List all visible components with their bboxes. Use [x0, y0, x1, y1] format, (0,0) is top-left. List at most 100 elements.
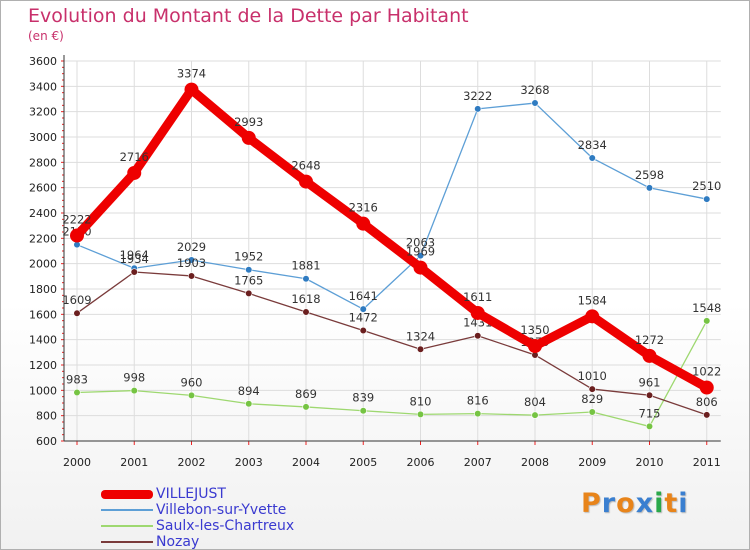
data-point-nozay	[474, 332, 482, 340]
data-point-saulx-les-chartreux	[187, 391, 196, 400]
data-label-saulx-les-chartreux: 804	[524, 395, 546, 409]
data-point-nozay	[588, 385, 596, 393]
data-point-saulx-les-chartreux	[588, 408, 596, 416]
series-line-nozay	[76, 271, 708, 416]
data-point-villebon-sur-yvette	[588, 154, 596, 162]
data-label-villejust: 2222	[62, 213, 91, 227]
series-line-villebon-sur-yvette	[76, 102, 708, 310]
data-point-nozay	[187, 272, 196, 280]
logo-letter: i	[678, 488, 689, 519]
data-label-saulx-les-chartreux: 829	[581, 392, 603, 406]
data-label-villebon-sur-yvette: 2834	[578, 138, 607, 152]
data-label-villebon-sur-yvette: 3268	[520, 83, 549, 97]
data-label-villejust: 2316	[349, 201, 378, 215]
legend-label-nozay: Nozay	[156, 534, 200, 550]
data-label-saulx-les-chartreux: 998	[123, 371, 145, 385]
data-point-villejust	[356, 216, 371, 231]
series-saulx-les-chartreux: 983 998 960 894 869 839 810 816 804 829 715 1548	[66, 301, 721, 431]
data-point-saulx-les-chartreux	[531, 411, 539, 419]
data-label-villebon-sur-yvette: 1952	[234, 250, 263, 264]
logo-letter: i	[654, 488, 665, 519]
x-tick-label: 2006	[407, 456, 435, 469]
data-label-villebon-sur-yvette: 1964	[120, 248, 149, 262]
chart-subtitle: (en €)	[28, 29, 64, 43]
x-tick-label: 2003	[235, 456, 263, 469]
data-point-nozay	[359, 326, 367, 335]
y-tick-label: 800	[36, 410, 57, 423]
x-tick-label: 2005	[349, 456, 377, 469]
legend-swatch-villebon	[101, 509, 153, 511]
legend-label-villejust: VILLEJUST	[156, 486, 226, 502]
legend-label-villebon: Villebon-sur-Yvette	[156, 502, 287, 518]
data-label-villejust: 2993	[234, 115, 263, 129]
y-tick-label: 600	[36, 435, 57, 448]
data-point-nozay	[130, 268, 138, 276]
data-label-saulx-les-chartreux: 810	[410, 394, 432, 408]
series-villejust: 2222 2716 3374 2993 2648 2316 1969 1611 1350 1584…	[62, 67, 721, 395]
data-point-villejust	[642, 348, 657, 363]
data-label-nozay: 1934	[120, 252, 149, 266]
y-tick-label: 1000	[29, 384, 57, 397]
data-label-villebon-sur-yvette: 2029	[177, 240, 206, 254]
legend-label-saulx: Saulx-les-Chartreux	[156, 518, 295, 534]
data-point-villejust	[241, 130, 256, 145]
data-point-villejust	[413, 260, 428, 275]
logo-letter: x	[635, 488, 655, 519]
x-tick-label: 2000	[63, 456, 91, 469]
logo-letter: o	[616, 488, 636, 519]
data-label-saulx-les-chartreux: 715	[639, 406, 661, 420]
data-label-nozay: 1903	[177, 256, 206, 270]
legend-swatch-saulx	[101, 525, 153, 527]
data-label-villejust: 1022	[692, 365, 721, 379]
data-point-saulx-les-chartreux	[416, 410, 425, 419]
series-line-villejust	[72, 85, 712, 393]
data-point-nozay	[302, 308, 310, 316]
x-tick-label: 2009	[578, 456, 606, 469]
data-label-villebon-sur-yvette: 2063	[406, 236, 435, 250]
data-point-villebon-sur-yvette	[703, 195, 711, 203]
x-tick-label: 2007	[464, 456, 492, 469]
data-point-villejust	[127, 165, 142, 180]
data-label-saulx-les-chartreux: 816	[467, 394, 489, 408]
data-point-villebon-sur-yvette	[187, 256, 196, 264]
logo-letter: t	[664, 488, 679, 519]
data-point-saulx-les-chartreux	[474, 410, 482, 418]
y-tick-label: 1400	[29, 334, 57, 347]
data-point-saulx-les-chartreux	[359, 407, 367, 415]
data-point-saulx-les-chartreux	[645, 422, 654, 431]
data-label-villejust: 1611	[463, 290, 492, 304]
x-tick-label: 2004	[292, 456, 320, 469]
data-label-villejust: 1272	[635, 333, 664, 347]
data-point-nozay	[703, 411, 711, 419]
data-label-saulx-les-chartreux: 869	[295, 387, 317, 401]
y-tick-label: 1200	[29, 359, 57, 372]
y-tick-label: 3600	[29, 55, 57, 68]
data-point-villejust	[184, 82, 199, 97]
data-label-nozay: 1324	[406, 329, 435, 343]
data-point-nozay	[416, 345, 425, 353]
data-point-saulx-les-chartreux	[73, 388, 81, 397]
data-label-villejust: 3374	[177, 67, 206, 81]
data-point-villebon-sur-yvette	[245, 266, 253, 274]
data-label-saulx-les-chartreux: 839	[352, 391, 374, 405]
legend-swatch-nozay	[101, 541, 153, 543]
data-label-saulx-les-chartreux: 894	[238, 384, 260, 398]
data-label-villebon-sur-yvette: 2598	[635, 168, 664, 182]
data-point-villebon-sur-yvette	[302, 275, 310, 283]
data-point-villebon-sur-yvette	[416, 252, 425, 260]
y-tick-label: 3000	[29, 131, 57, 144]
data-point-villejust	[470, 305, 485, 320]
data-point-saulx-les-chartreux	[302, 403, 310, 411]
proxiti-logo: Proxiti	[581, 488, 689, 519]
chart-title: Evolution du Montant de la Dette par Hab…	[28, 5, 469, 27]
data-point-nozay	[73, 309, 81, 317]
data-label-villejust: 1350	[520, 323, 549, 337]
data-label-villebon-sur-yvette: 1641	[349, 289, 378, 303]
data-point-villejust	[528, 339, 542, 353]
data-point-villejust	[70, 228, 84, 243]
series-line-saulx-les-chartreux	[76, 320, 708, 428]
data-point-saulx-les-chartreux	[703, 317, 711, 325]
data-label-nozay: 1010	[578, 369, 607, 383]
data-point-nozay	[245, 289, 253, 298]
